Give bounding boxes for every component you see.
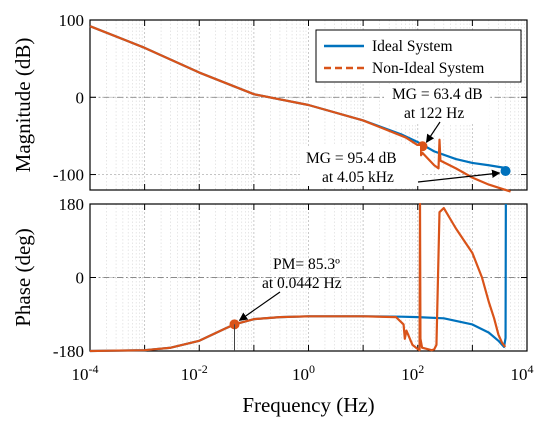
- legend-label-ideal: Ideal System: [372, 38, 453, 55]
- x-tick-exponent: 4: [528, 362, 534, 376]
- x-tick-label: 10-2: [181, 362, 208, 384]
- x-tick-base: 10: [511, 365, 528, 384]
- annotation-bg: [386, 84, 489, 124]
- y-tick-label: 0: [76, 269, 85, 288]
- series-line-nonideal: [89, 25, 511, 193]
- x-tick-label: 102: [401, 362, 424, 384]
- annotation-arrow: [417, 169, 501, 183]
- y-tick-label: 180: [59, 195, 85, 214]
- x-tick-exponent: -2: [198, 362, 208, 376]
- legend: Ideal System Non-Ideal System: [315, 29, 522, 83]
- annotation-line: at 4.05 kHz: [322, 169, 394, 186]
- x-tick-label: 100: [292, 362, 315, 384]
- x-tick-exponent: 2: [418, 362, 424, 376]
- y-tick-label: -180: [53, 342, 84, 361]
- annotation-pm: PM= 85.3º at 0.0442 Hz: [238, 256, 342, 321]
- frequency-x-label: Frequency (Hz): [242, 393, 374, 417]
- phase-panel: 180 0 -180: [53, 195, 528, 361]
- x-tick-exponent: 0: [309, 362, 315, 376]
- annotation-mg-4khz: MG = 95.4 dB at 4.05 kHz: [300, 146, 501, 186]
- phase-y-label: Phase (deg): [11, 228, 35, 327]
- x-tick-base: 10: [181, 365, 198, 384]
- x-tick-label: 104: [511, 362, 534, 384]
- annotation-line: MG = 95.4 dB: [306, 150, 397, 167]
- point-marker: [500, 165, 511, 176]
- x-tick-base: 10: [72, 365, 89, 384]
- annotation-line: at 0.0442 Hz: [262, 275, 342, 292]
- x-tick-base: 10: [292, 365, 309, 384]
- x-tick-base: 10: [401, 365, 418, 384]
- x-tick-label: 10-4: [72, 362, 99, 384]
- annotation-line: PM= 85.3º: [273, 256, 340, 273]
- legend-box: [315, 29, 522, 83]
- annotation-arrow: [425, 121, 441, 143]
- annotation-arrow: [238, 291, 281, 321]
- y-tick-label: 100: [59, 11, 85, 30]
- x-tick-exponent: -4: [89, 362, 99, 376]
- y-tick-label: -100: [53, 166, 84, 185]
- legend-label-nonideal: Non-Ideal System: [372, 60, 484, 77]
- annotation-mg-122hz: MG = 63.4 dB at 122 Hz: [386, 84, 489, 143]
- annotation-bg: [300, 146, 420, 186]
- annotation-line: at 122 Hz: [404, 105, 464, 122]
- magnitude-y-label: Magnitude (dB): [11, 38, 35, 173]
- series-line-nonideal: [89, 202, 507, 353]
- y-tick-label: 0: [76, 88, 85, 107]
- x-tick-labels: 10-4 10-2 100 102 104: [72, 362, 534, 384]
- annotation-line: MG = 63.4 dB: [392, 86, 483, 103]
